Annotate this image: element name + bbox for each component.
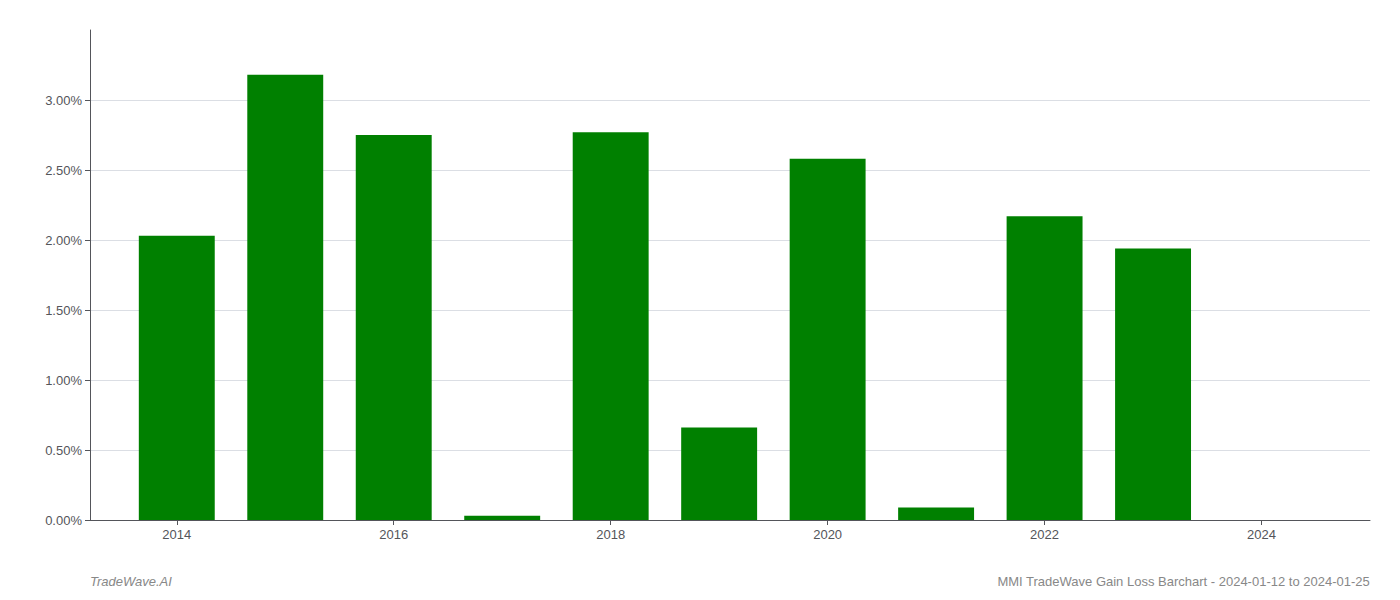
svg-text:TradeWave.AI: TradeWave.AI	[90, 574, 172, 589]
svg-text:1.00%: 1.00%	[45, 373, 82, 388]
svg-text:2020: 2020	[813, 527, 842, 542]
svg-text:0.00%: 0.00%	[45, 513, 82, 528]
svg-text:2016: 2016	[379, 527, 408, 542]
svg-text:2.50%: 2.50%	[45, 163, 82, 178]
svg-text:2018: 2018	[596, 527, 625, 542]
svg-text:0.50%: 0.50%	[45, 443, 82, 458]
svg-text:2.00%: 2.00%	[45, 233, 82, 248]
svg-text:3.00%: 3.00%	[45, 93, 82, 108]
svg-text:2022: 2022	[1030, 527, 1059, 542]
svg-text:MMI TradeWave Gain Loss Barcha: MMI TradeWave Gain Loss Barchart - 2024-…	[997, 574, 1369, 589]
svg-text:2024: 2024	[1247, 527, 1276, 542]
svg-text:1.50%: 1.50%	[45, 303, 82, 318]
svg-text:2014: 2014	[162, 527, 191, 542]
